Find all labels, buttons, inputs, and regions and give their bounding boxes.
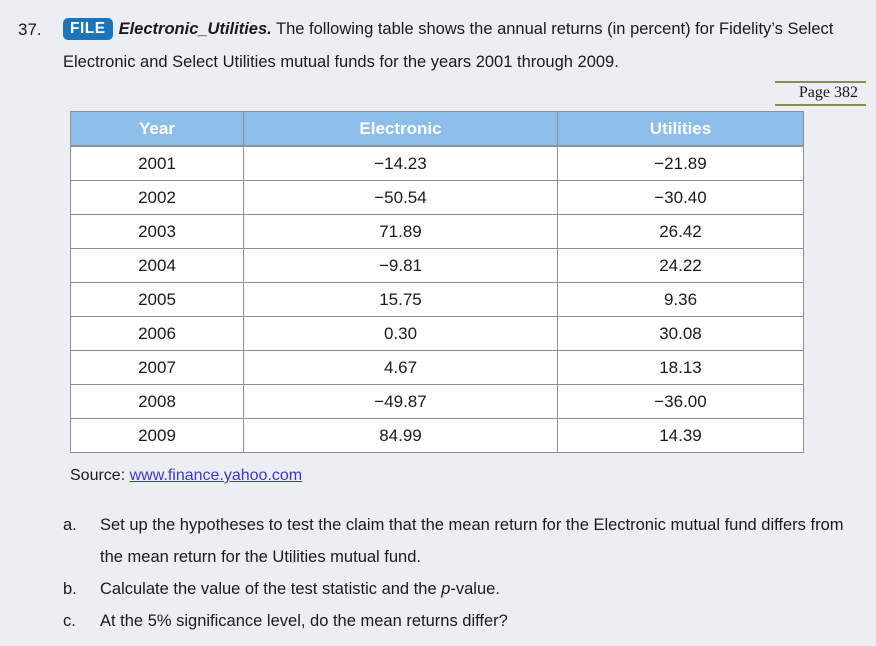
electronic-cell: −49.87 xyxy=(243,384,558,419)
data-file-name: Electronic_Utilities. xyxy=(118,20,272,38)
table-row: 2004 −9.81 24.22 xyxy=(70,248,804,283)
year-cell: 2002 xyxy=(70,180,244,215)
question-text: Set up the hypotheses to test the claim … xyxy=(100,516,844,566)
year-cell: 2006 xyxy=(70,316,244,351)
question-b: b. Calculate the value of the test stati… xyxy=(63,573,876,605)
electronic-cell: −14.23 xyxy=(243,145,558,181)
table-row: 2005 15.75 9.36 xyxy=(70,282,804,317)
questions-list: a. Set up the hypotheses to test the cla… xyxy=(63,509,876,637)
question-letter: b. xyxy=(63,580,77,598)
year-cell: 2005 xyxy=(70,282,244,317)
utilities-cell: 18.13 xyxy=(557,350,804,385)
table-row: 2009 84.99 14.39 xyxy=(70,418,804,453)
utilities-cell: −36.00 xyxy=(557,384,804,419)
utilities-cell: −21.89 xyxy=(557,145,804,181)
question-b-pre: Calculate the value of the test statisti… xyxy=(100,580,442,598)
table-row: 2006 0.30 30.08 xyxy=(70,316,804,351)
page-ref: Page 382 xyxy=(774,81,866,106)
year-cell: 2003 xyxy=(70,214,244,249)
utilities-cell: −30.40 xyxy=(557,180,804,215)
electronic-cell: 84.99 xyxy=(243,418,558,453)
header-year: Year xyxy=(70,111,244,147)
question-text: Calculate the value of the test statisti… xyxy=(100,573,860,605)
year-cell: 2009 xyxy=(70,418,244,453)
year-cell: 2007 xyxy=(70,350,244,385)
problem-intro-text: The following table shows the annual ret… xyxy=(63,20,834,71)
table-row: 2008 −49.87 −36.00 xyxy=(70,384,804,419)
year-cell: 2001 xyxy=(70,145,244,181)
problem-number: 37. xyxy=(18,20,42,39)
electronic-cell: 0.30 xyxy=(243,316,558,351)
year-cell: 2008 xyxy=(70,384,244,419)
table-row: 2007 4.67 18.13 xyxy=(70,350,804,385)
electronic-cell: −9.81 xyxy=(243,248,558,283)
table-row: 2003 71.89 26.42 xyxy=(70,214,804,249)
question-letter: c. xyxy=(63,612,76,630)
year-cell: 2004 xyxy=(70,248,244,283)
question-letter: a. xyxy=(63,516,77,534)
electronic-cell: 4.67 xyxy=(243,350,558,385)
problem-intro: FILE Electronic_Utilities. The following … xyxy=(63,13,860,79)
header-electronic: Electronic xyxy=(243,111,558,147)
electronic-cell: 15.75 xyxy=(243,282,558,317)
source-line: Source: www.finance.yahoo.com xyxy=(70,467,876,485)
utilities-cell: 9.36 xyxy=(557,282,804,317)
problem-intro-row: 37. FILE Electronic_Utilities. The follow… xyxy=(0,13,876,79)
question-b-pvalue-p: p xyxy=(441,580,451,598)
electronic-cell: −50.54 xyxy=(243,180,558,215)
table-row: 2002 −50.54 −30.40 xyxy=(70,180,804,215)
question-a: a. Set up the hypotheses to test the cla… xyxy=(63,509,876,573)
header-utilities: Utilities xyxy=(557,111,804,147)
file-badge[interactable]: FILE xyxy=(63,18,113,40)
utilities-cell: 24.22 xyxy=(557,248,804,283)
question-text: At the 5% significance level, do the mea… xyxy=(100,612,508,630)
annual-returns-table: Year Electronic Utilities 2001 −14.23 −2… xyxy=(70,111,804,453)
table-row: 2001 −14.23 −21.89 xyxy=(70,145,804,181)
utilities-cell: 14.39 xyxy=(557,418,804,453)
utilities-cell: 30.08 xyxy=(557,316,804,351)
question-b-post: -value. xyxy=(450,580,500,598)
page-ref-wrap: Page 382 xyxy=(0,81,876,106)
question-c: c. At the 5% significance level, do the … xyxy=(63,605,876,637)
source-label: Source: xyxy=(70,467,126,484)
electronic-cell: 71.89 xyxy=(243,214,558,249)
source-link[interactable]: www.finance.yahoo.com xyxy=(129,467,303,484)
table-header-row: Year Electronic Utilities xyxy=(70,111,804,147)
utilities-cell: 26.42 xyxy=(557,214,804,249)
